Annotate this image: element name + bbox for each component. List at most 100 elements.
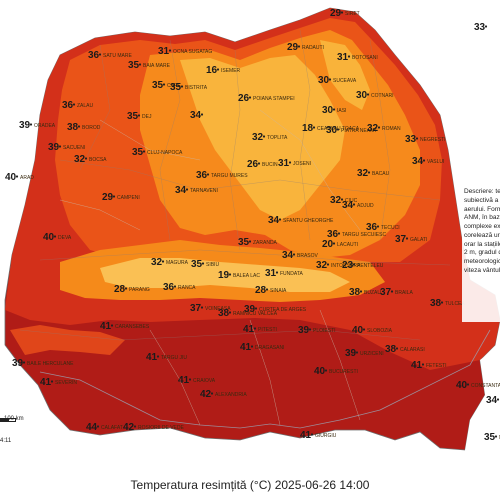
station-marker — [278, 218, 282, 221]
station-name: FUNDATA — [280, 271, 304, 277]
station-temperature: 16 — [206, 65, 218, 76]
station-temperature: 40 — [352, 325, 364, 336]
station-marker — [466, 383, 470, 386]
station-name: BOROD — [82, 125, 101, 131]
station-temperature: 28 — [255, 285, 267, 296]
station-temperature: 41 — [100, 321, 112, 332]
zone-warm-southwest — [10, 325, 125, 355]
station-temperature: 34 — [282, 250, 294, 261]
station-name: COTNARI — [371, 93, 394, 99]
station-temperature: 23 — [342, 260, 354, 271]
station-temperature: 19 — [218, 270, 230, 281]
station-name: CARE — [167, 83, 182, 89]
station-marker — [77, 125, 81, 128]
station-temperature: 39 — [48, 142, 60, 153]
station-temperature: 32 — [330, 195, 342, 206]
station-marker — [337, 232, 341, 235]
station-name: CLUJ-NAPOCA — [147, 150, 183, 156]
station-name: ADJUD — [357, 203, 374, 209]
station-temperature: 34 — [175, 185, 187, 196]
station-temperature: 41 — [40, 377, 52, 388]
station-marker — [395, 347, 399, 350]
station-name: CALARASI — [400, 347, 425, 353]
station-marker — [133, 425, 137, 428]
station-temperature: 20 — [322, 239, 334, 250]
station-marker — [326, 263, 330, 266]
station-name: LACAUTI — [337, 242, 358, 248]
station-name: DRAGASANI — [255, 345, 284, 351]
station-marker — [22, 361, 26, 364]
station-name: BRASOV — [297, 253, 319, 259]
station-temperature: 41 — [178, 375, 190, 386]
description-line: ANM, în baz — [464, 214, 500, 222]
station-name: SIBIU — [206, 262, 219, 268]
station-temperature: 35 — [238, 237, 250, 248]
station-marker — [484, 25, 488, 28]
station-temperature: 40 — [456, 380, 468, 391]
station-temperature: 34 — [486, 395, 498, 406]
station-marker — [390, 290, 394, 293]
description-line: Descriere: te — [464, 188, 500, 195]
station-name: BUCIN — [262, 162, 278, 168]
station-temperature: 34 — [342, 200, 354, 211]
station-marker — [362, 328, 366, 331]
description-line: orar la stațiile — [464, 240, 500, 248]
station-temperature: 32 — [74, 154, 86, 165]
station-marker — [248, 240, 252, 243]
station-name: SATU MARE — [103, 53, 132, 59]
station-temperature: 38 — [430, 298, 442, 309]
time-label: 4:11 — [0, 438, 12, 444]
station-marker — [336, 128, 340, 131]
station-marker — [110, 324, 114, 327]
station-marker — [297, 45, 301, 48]
station-marker — [312, 126, 316, 129]
station-temperature: 32 — [357, 168, 369, 179]
station-name: SEVERIN — [55, 380, 77, 386]
description-line: subiectivă a mo — [464, 196, 500, 204]
station-name: BRAILA — [395, 290, 413, 296]
station-name: SIRET — [345, 11, 360, 17]
station-name: GIURGIU — [315, 433, 337, 439]
station-temperature: 28 — [114, 284, 126, 295]
station-marker — [188, 378, 192, 381]
station-temperature: 36 — [366, 222, 378, 233]
station-name: ARAD — [20, 175, 34, 181]
station-name: TECUCI — [381, 225, 400, 231]
station-marker — [50, 380, 54, 383]
station-name: CONSTANTA — [471, 383, 500, 389]
station-name: FETESTI — [426, 363, 447, 369]
station-marker — [328, 78, 332, 81]
station-name: DEVA — [58, 235, 72, 241]
scale-label: 100 km — [4, 416, 24, 422]
station-marker — [257, 162, 261, 165]
station-name: BAIA MARE — [143, 63, 171, 69]
station-name: CALAFAT — [101, 425, 123, 431]
station-marker — [200, 306, 204, 309]
station-name: ROMAN — [382, 126, 401, 132]
station-temperature: 38 — [385, 344, 397, 355]
station-marker — [310, 433, 314, 436]
station-marker — [253, 327, 257, 330]
station-marker — [288, 161, 292, 164]
station-temperature: 41 — [240, 342, 252, 353]
station-temperature: 38 — [218, 308, 230, 319]
station-temperature: 30 — [322, 105, 334, 116]
station-temperature: 30 — [326, 125, 338, 136]
station-marker — [72, 103, 76, 106]
station-marker — [138, 63, 142, 66]
station-temperature: 41 — [411, 360, 423, 371]
station-name: TARGU JIU — [161, 355, 187, 361]
station-name: GALATI — [410, 237, 427, 243]
station-marker — [355, 351, 359, 354]
station-temperature: 33 — [405, 134, 417, 145]
station-marker — [352, 263, 356, 266]
station-marker — [156, 355, 160, 358]
station-temperature: 42 — [123, 422, 135, 433]
station-marker — [332, 108, 336, 111]
station-name: RAMNICU VALCEA — [233, 311, 278, 317]
station-name: PENTELEU — [357, 263, 384, 269]
station-temperature: 35 — [484, 432, 496, 443]
station-temperature: 41 — [146, 352, 158, 363]
station-temperature: 35 — [128, 60, 140, 71]
station-marker — [494, 435, 498, 438]
